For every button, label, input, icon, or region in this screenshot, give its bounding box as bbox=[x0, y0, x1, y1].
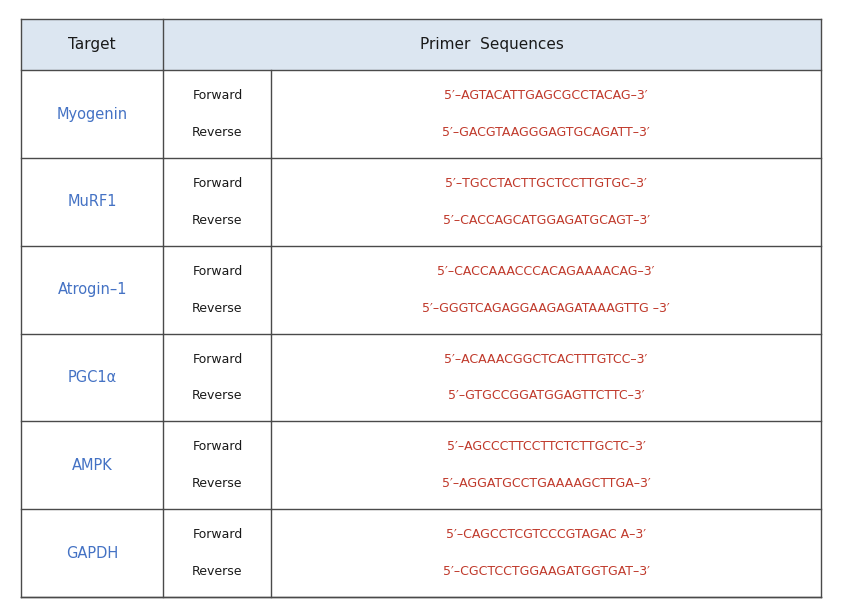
Text: Target: Target bbox=[68, 38, 116, 52]
Text: Reverse: Reverse bbox=[192, 477, 242, 490]
Text: Primer  Sequences: Primer Sequences bbox=[420, 38, 564, 52]
Text: AMPK: AMPK bbox=[72, 458, 113, 473]
Text: 5′–AGTACATTGAGCGCCTACAG–3′: 5′–AGTACATTGAGCGCCTACAG–3′ bbox=[445, 89, 648, 102]
Text: Reverse: Reverse bbox=[192, 302, 242, 315]
Text: Forward: Forward bbox=[192, 89, 242, 102]
Text: 5′–AGCCCTTCCTTCTCTTGCTC–3′: 5′–AGCCCTTCCTTCTCTTGCTC–3′ bbox=[447, 441, 646, 453]
Text: Reverse: Reverse bbox=[192, 565, 242, 578]
Bar bbox=[21, 246, 821, 333]
Text: GAPDH: GAPDH bbox=[67, 545, 119, 561]
Text: Forward: Forward bbox=[192, 353, 242, 365]
Text: 5′–CACCAGCATGGAGATGCAGT–3′: 5′–CACCAGCATGGAGATGCAGT–3′ bbox=[443, 214, 650, 227]
Text: Reverse: Reverse bbox=[192, 390, 242, 402]
Text: Reverse: Reverse bbox=[192, 214, 242, 227]
Bar bbox=[21, 421, 821, 509]
Text: Atrogin–1: Atrogin–1 bbox=[57, 282, 127, 297]
Text: 5′–CAGCCTCGTCCCGTAGAC A–3′: 5′–CAGCCTCGTCCCGTAGAC A–3′ bbox=[446, 528, 647, 541]
Text: 5′–CACCAAACCCACAGAAAACAG–3′: 5′–CACCAAACCCACAGAAAACAG–3′ bbox=[438, 265, 655, 278]
Text: 5′–GTGCCGGATGGAGTTCTTC–3′: 5′–GTGCCGGATGGAGTTCTTC–3′ bbox=[448, 390, 644, 402]
Text: 5′–TGCCTACTTGCTCCTTGTGC–3′: 5′–TGCCTACTTGCTCCTTGTGC–3′ bbox=[445, 177, 647, 190]
Bar bbox=[21, 158, 821, 246]
Text: MuRF1: MuRF1 bbox=[67, 195, 117, 210]
Text: Myogenin: Myogenin bbox=[56, 107, 128, 122]
Bar bbox=[21, 509, 821, 597]
Bar bbox=[21, 19, 821, 70]
Bar bbox=[21, 333, 821, 421]
Text: 5′–ACAAACGGCTCACTTTGTCC–3′: 5′–ACAAACGGCTCACTTTGTCC–3′ bbox=[445, 353, 647, 365]
Text: Forward: Forward bbox=[192, 528, 242, 541]
Text: 5′–CGCTCCTGGAAGATGGTGAT–3′: 5′–CGCTCCTGGAAGATGGTGAT–3′ bbox=[443, 565, 650, 578]
Text: PGC1α: PGC1α bbox=[67, 370, 117, 385]
Text: 5′–GACGTAAGGGAGTGCAGATT–3′: 5′–GACGTAAGGGAGTGCAGATT–3′ bbox=[442, 126, 650, 139]
Bar bbox=[21, 70, 821, 158]
Text: Forward: Forward bbox=[192, 441, 242, 453]
Text: Forward: Forward bbox=[192, 265, 242, 278]
Text: 5′–AGGATGCCTGAAAAGCTTGA–3′: 5′–AGGATGCCTGAAAAGCTTGA–3′ bbox=[442, 477, 651, 490]
Text: Forward: Forward bbox=[192, 177, 242, 190]
Text: Reverse: Reverse bbox=[192, 126, 242, 139]
Text: 5′–GGGTCAGAGGAAGAGATAAAGTTG –3′: 5′–GGGTCAGAGGAAGAGATAAAGTTG –3′ bbox=[423, 302, 670, 315]
